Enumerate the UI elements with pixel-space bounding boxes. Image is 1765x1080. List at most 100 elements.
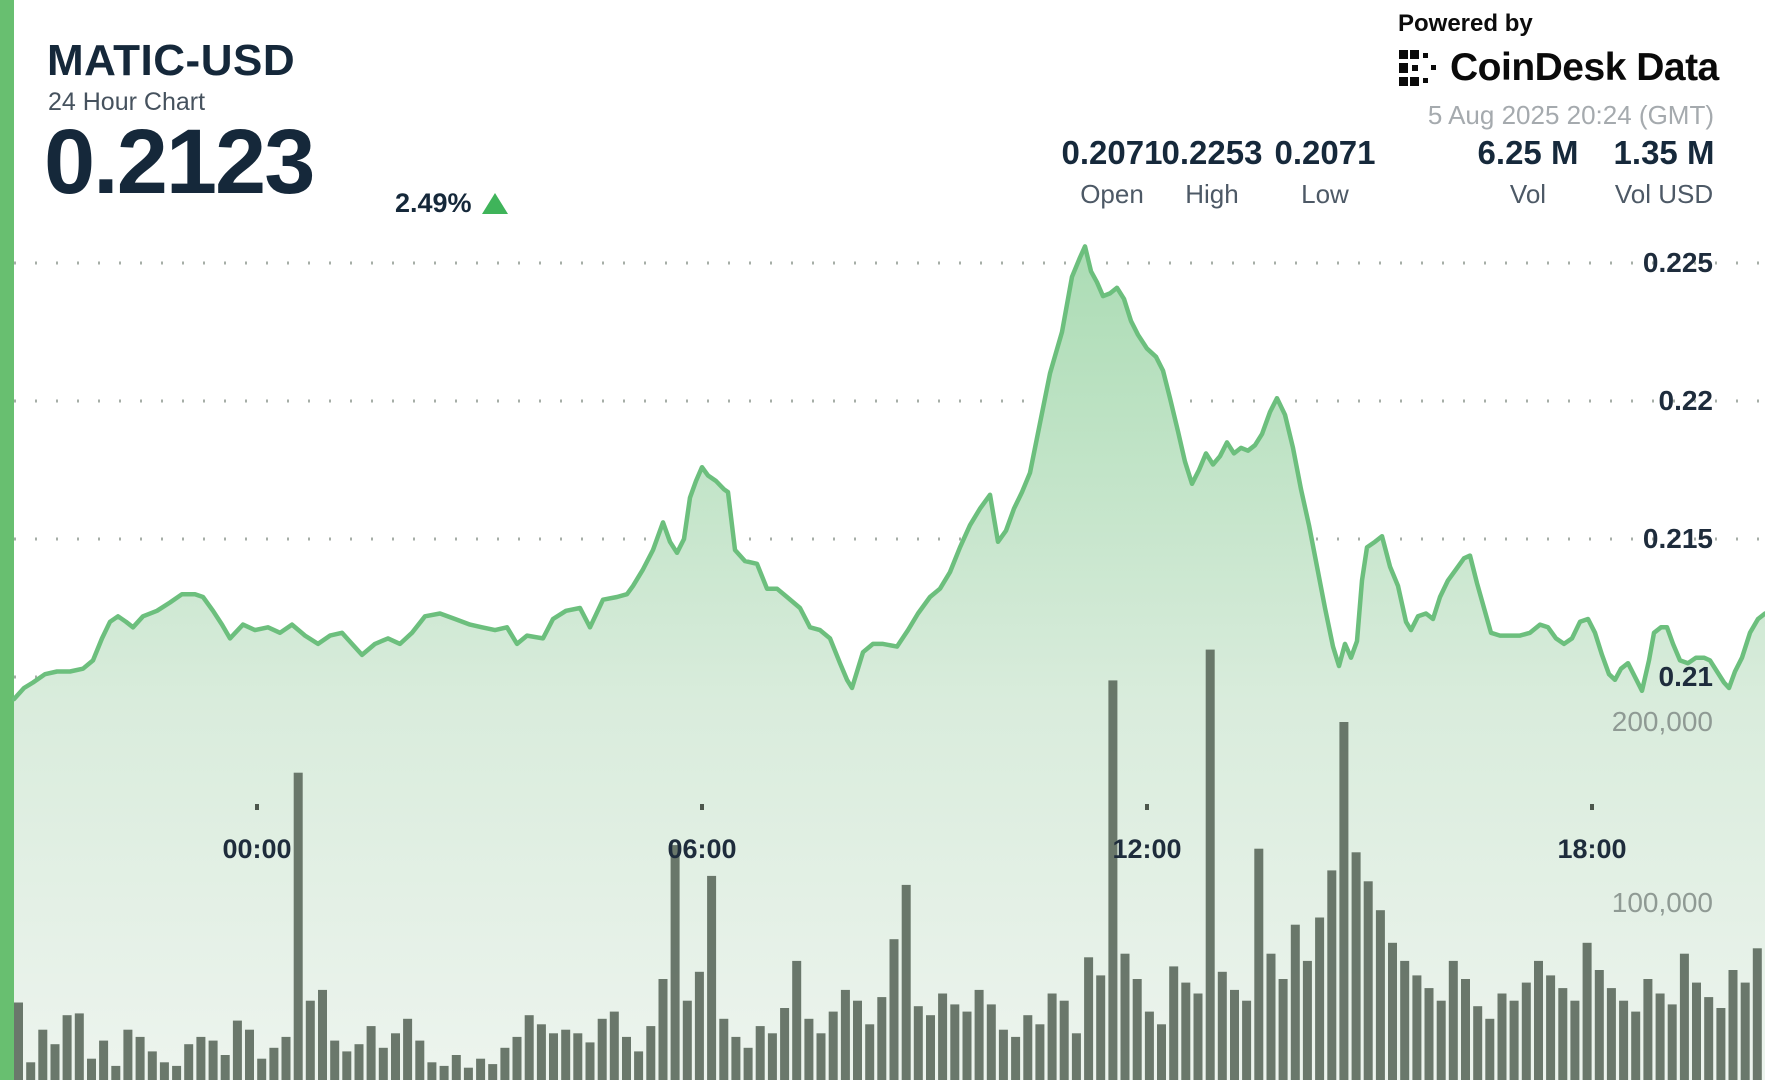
volume-bar — [646, 1026, 656, 1080]
time-axis-label: 06:00 — [667, 834, 737, 864]
volume-bar — [1655, 993, 1665, 1080]
volume-bar — [719, 1018, 729, 1080]
volume-axis-label: 200,000 — [1611, 706, 1713, 737]
volume-bar — [694, 971, 704, 1080]
volume-bar — [439, 1065, 449, 1080]
volume-bar — [1254, 848, 1264, 1080]
volume-bar — [14, 1002, 23, 1080]
volume-bar — [731, 1036, 741, 1080]
volume-bar — [62, 1015, 72, 1080]
volume-bar — [451, 1055, 461, 1080]
volume-bar — [1606, 988, 1616, 1080]
volume-bar — [1120, 953, 1130, 1080]
volume-bar — [962, 1011, 972, 1080]
volume-bar — [986, 1004, 996, 1080]
volume-bar — [1205, 649, 1215, 1080]
volume-bar — [1266, 953, 1276, 1080]
volume-bar — [354, 1044, 364, 1080]
volume-bar — [1144, 1011, 1154, 1080]
volume-bar — [792, 960, 802, 1080]
volume-bar — [87, 1058, 96, 1080]
time-tick — [1590, 804, 1594, 810]
volume-bar — [1339, 722, 1349, 1080]
price-axis-label: 0.22 — [1658, 385, 1714, 416]
volume-bar — [549, 1033, 558, 1080]
volume-bar — [804, 1018, 814, 1080]
time-tick — [255, 804, 259, 810]
volume-bar — [1424, 988, 1434, 1080]
volume-bar — [1071, 1033, 1081, 1080]
volume-bar — [1546, 975, 1556, 1080]
volume-bar — [1752, 948, 1762, 1080]
volume-bar — [1035, 1024, 1045, 1080]
time-axis-label: 00:00 — [222, 834, 292, 864]
volume-bar — [901, 884, 911, 1080]
volume-bar — [707, 875, 717, 1080]
volume-bar — [1011, 1036, 1021, 1080]
stat-vol-usd: 1.35 M Vol USD — [1614, 134, 1715, 210]
price-area — [14, 246, 1765, 1080]
volume-bar — [658, 979, 668, 1080]
volume-bar — [1558, 988, 1568, 1080]
volume-bar — [1278, 979, 1288, 1080]
volume-bar — [1217, 971, 1227, 1080]
volume-bar — [135, 1036, 145, 1080]
time-axis-label: 12:00 — [1112, 834, 1182, 864]
brand-wordmark: CoinDesk Data — [1450, 46, 1719, 89]
volume-bar — [974, 989, 984, 1080]
page-title: MATIC-USD — [47, 36, 296, 85]
time-tick — [700, 804, 704, 810]
volume-bar — [147, 1051, 157, 1080]
volume-bar — [1242, 1000, 1252, 1080]
volume-bar — [1400, 960, 1410, 1080]
volume-bar — [293, 772, 303, 1080]
volume-bar — [257, 1058, 267, 1080]
last-price: 0.2123 — [44, 111, 315, 213]
volume-bar — [74, 1013, 84, 1080]
volume-bar — [1594, 970, 1604, 1080]
volume-bar — [38, 1029, 48, 1080]
volume-bar — [196, 1036, 206, 1080]
volume-bar — [1181, 982, 1191, 1080]
stat-label: Vol USD — [1614, 179, 1714, 209]
volume-bar — [1704, 997, 1714, 1080]
price-axis-label: 0.21 — [1658, 661, 1714, 692]
volume-bar — [1363, 881, 1373, 1080]
volume-bar — [1132, 979, 1142, 1080]
volume-bar — [1740, 982, 1750, 1080]
volume-bar — [1023, 1015, 1033, 1080]
volume-bar — [1692, 982, 1701, 1080]
volume-bar — [1716, 1008, 1726, 1080]
volume-bar — [1327, 870, 1337, 1080]
volume-bar — [853, 1000, 862, 1080]
volume-bar — [403, 1018, 413, 1080]
price-axis-label: 0.225 — [1642, 247, 1713, 278]
volume-bar — [415, 1040, 425, 1080]
volume-bar — [1570, 1000, 1580, 1080]
volume-bar — [1375, 910, 1385, 1080]
volume-bar — [512, 1036, 522, 1080]
volume-bar — [1631, 1011, 1641, 1080]
coindesk-data-link[interactable]: CoinDesk Data — [1398, 46, 1719, 90]
volume-bar — [998, 1029, 1008, 1080]
volume-bar — [877, 997, 887, 1080]
volume-bar — [1412, 975, 1422, 1080]
volume-bar — [1059, 1000, 1069, 1080]
stat-value: 1.35 M — [1613, 134, 1715, 171]
volume-bar — [524, 1015, 534, 1080]
volume-bar — [50, 1044, 60, 1080]
volume-bar — [840, 989, 850, 1080]
volume-bar — [1667, 1004, 1677, 1080]
stat-value: 0.2071 — [1274, 134, 1376, 171]
stat-high: 0.2253 High — [1162, 134, 1263, 210]
volume-bar — [1315, 917, 1325, 1080]
volume-bar — [26, 1062, 36, 1080]
volume-bar — [1047, 993, 1057, 1080]
accent-stripe — [0, 0, 14, 1080]
time-axis-label: 18:00 — [1557, 834, 1627, 864]
stat-label: Vol — [1509, 179, 1547, 209]
volume-bar — [682, 1000, 692, 1080]
stat-label: Open — [1080, 179, 1144, 209]
volume-bar — [1619, 1000, 1629, 1080]
